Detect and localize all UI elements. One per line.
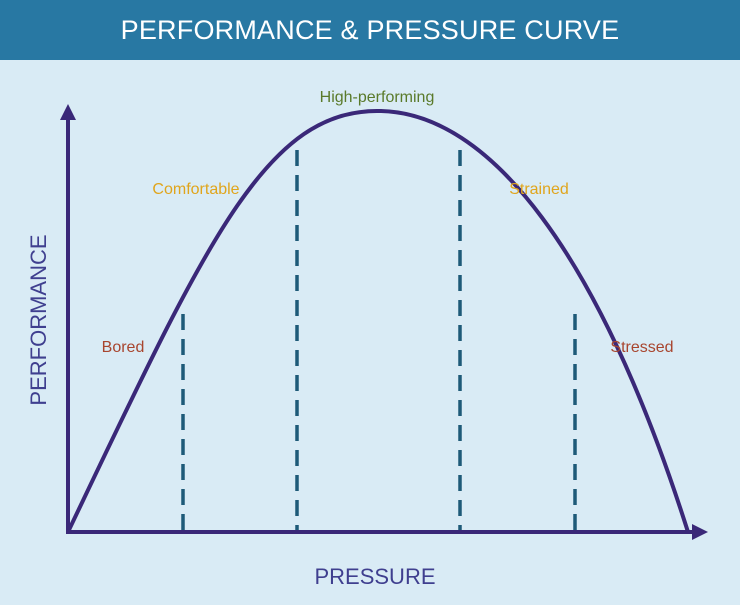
x-axis-label: PRESSURE bbox=[314, 564, 435, 589]
zone-label-comfortable: Comfortable bbox=[152, 181, 239, 198]
diagram-title: PERFORMANCE & PRESSURE CURVE bbox=[120, 14, 620, 45]
zone-label-bored: Bored bbox=[102, 339, 145, 356]
y-axis-arrow-icon bbox=[60, 104, 76, 120]
x-axis-arrow-icon bbox=[692, 524, 708, 540]
title-bar: PERFORMANCE & PRESSURE CURVE bbox=[0, 0, 740, 60]
y-axis-label: PERFORMANCE bbox=[26, 234, 51, 405]
zone-label-high-performing: High-performing bbox=[320, 89, 435, 106]
performance-curve bbox=[66, 108, 690, 533]
zone-label-stressed: Stressed bbox=[610, 339, 673, 356]
zone-label-strained: Strained bbox=[509, 181, 569, 198]
